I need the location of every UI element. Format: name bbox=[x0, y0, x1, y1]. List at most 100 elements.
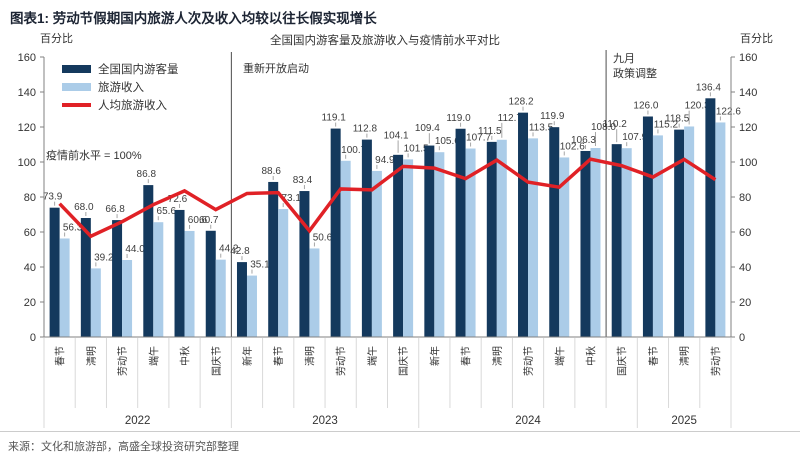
value-label-visitors: 126.0 bbox=[633, 101, 658, 112]
bar-visitors bbox=[236, 262, 247, 337]
legend-label-income: 旅游收入 bbox=[98, 82, 144, 94]
y-tick-label-right: 100 bbox=[739, 157, 757, 169]
value-label-income: 113.5 bbox=[529, 122, 554, 133]
year-label: 2024 bbox=[515, 415, 541, 427]
x-category-label: 春节 bbox=[648, 346, 660, 366]
value-label-income: 100.7 bbox=[341, 145, 366, 156]
value-label-visitors: 68.0 bbox=[74, 202, 94, 213]
x-category-label: 清明 bbox=[678, 346, 691, 366]
y-tick-label-left: 160 bbox=[18, 52, 36, 64]
bar-visitors bbox=[268, 181, 279, 337]
bar-income bbox=[215, 259, 226, 337]
x-category-label: 清明 bbox=[303, 346, 316, 366]
september-policy-note-line2: 政策调整 bbox=[613, 67, 657, 80]
chart-title: 图表1: 劳动节假期国内旅游人次及收入均较以往长假实现增长 bbox=[10, 11, 377, 26]
y-tick-label-left: 40 bbox=[24, 262, 36, 274]
value-label-income: 101.5 bbox=[404, 143, 429, 154]
bar-visitors bbox=[486, 141, 497, 337]
value-label-visitors: 66.8 bbox=[105, 204, 125, 215]
y-tick-label-left: 60 bbox=[24, 227, 36, 239]
y-tick-label-right: 0 bbox=[739, 332, 745, 344]
legend-label-per-capita: 人均旅游收入 bbox=[98, 100, 167, 112]
bar-visitors bbox=[361, 139, 372, 337]
bar-visitors bbox=[518, 112, 529, 338]
x-category-label: 端午 bbox=[366, 346, 379, 366]
x-category-label: 国庆节 bbox=[616, 346, 629, 376]
bar-visitors bbox=[580, 150, 591, 337]
bar-income bbox=[621, 148, 632, 337]
value-label-visitors: 128.2 bbox=[509, 97, 534, 108]
value-label-visitors: 119.1 bbox=[322, 113, 347, 124]
bar-income bbox=[465, 148, 476, 337]
legend-item-per-capita: 人均旅游收入 bbox=[62, 98, 179, 112]
bar-visitors bbox=[80, 218, 91, 337]
y-tick-label-left: 80 bbox=[24, 192, 36, 204]
value-label-visitors: 104.1 bbox=[384, 130, 409, 141]
bar-visitors bbox=[174, 209, 185, 337]
value-label-visitors: 118.5 bbox=[665, 114, 690, 125]
y-tick-label-left: 140 bbox=[18, 87, 36, 99]
y-tick-label-left: 100 bbox=[18, 157, 36, 169]
y-tick-label-left: 120 bbox=[18, 122, 36, 134]
value-label-visitors: 60.7 bbox=[199, 215, 219, 226]
value-label-visitors: 73.9 bbox=[43, 192, 63, 203]
bar-visitors bbox=[205, 230, 216, 337]
bar-income bbox=[684, 126, 695, 337]
chart-subtitle: 全国国内游客量及旅游收入与疫情前水平对比 bbox=[270, 35, 500, 47]
x-category-label: 劳动节 bbox=[116, 346, 129, 376]
x-category-label: 清明 bbox=[85, 346, 98, 366]
y-tick-label-right: 60 bbox=[739, 227, 751, 239]
bar-visitors bbox=[143, 185, 154, 337]
value-label-income: 105.6 bbox=[435, 136, 460, 147]
footer-divider bbox=[0, 431, 800, 432]
y-axis-unit-left: 百分比 bbox=[40, 33, 73, 45]
bar-visitors bbox=[49, 207, 60, 337]
value-label-visitors: 119.0 bbox=[446, 113, 471, 124]
value-label-income: 122.6 bbox=[716, 106, 741, 117]
year-label: 2022 bbox=[125, 415, 151, 427]
bar-visitors bbox=[112, 220, 123, 337]
y-tick-label-right: 140 bbox=[739, 87, 757, 99]
bar-visitors bbox=[705, 98, 716, 337]
value-label-income: 44.0 bbox=[125, 244, 145, 255]
bar-income bbox=[434, 152, 445, 337]
x-category-label: 劳动节 bbox=[335, 346, 348, 376]
bar-income bbox=[278, 209, 289, 337]
bar-income bbox=[590, 148, 601, 337]
legend-label-visitors: 全国国内游客量 bbox=[98, 64, 179, 76]
legend-item-income: 旅游收入 bbox=[62, 80, 179, 94]
legend-swatch-visitors bbox=[62, 65, 91, 73]
legend-item-visitors: 全国国内游客量 bbox=[62, 62, 179, 76]
value-label-income: 65.6 bbox=[157, 206, 177, 217]
value-label-income: 107.9 bbox=[622, 132, 647, 143]
year-label: 2023 bbox=[312, 415, 338, 427]
value-label-income: 60.6 bbox=[188, 215, 208, 226]
reopening-note: 重新开放启动 bbox=[243, 63, 309, 75]
value-label-income: 102.6 bbox=[560, 141, 585, 152]
value-label-visitors: 88.6 bbox=[261, 166, 281, 177]
x-category-label: 端午 bbox=[553, 346, 566, 366]
x-category-label: 春节 bbox=[55, 346, 67, 366]
value-label-income: 39.2 bbox=[94, 252, 114, 263]
value-label-income: 56.3 bbox=[63, 222, 83, 233]
x-category-label: 春节 bbox=[273, 346, 285, 366]
bar-income bbox=[528, 138, 539, 337]
per-capita-trend-line bbox=[58, 157, 717, 239]
value-label-income: 108.0 bbox=[591, 122, 616, 133]
value-label-income: 120.3 bbox=[685, 101, 710, 112]
value-label-visitors: 136.4 bbox=[696, 82, 721, 93]
bar-income bbox=[496, 139, 507, 337]
bar-income bbox=[715, 122, 726, 337]
y-axis-unit-right: 百分比 bbox=[740, 33, 773, 45]
value-label-visitors: 112.8 bbox=[353, 124, 378, 135]
legend: 全国国内游客量 旅游收入 人均旅游收入 bbox=[62, 62, 179, 116]
x-category-label: 清明 bbox=[491, 346, 504, 366]
bar-visitors bbox=[455, 128, 466, 337]
x-category-label: 国庆节 bbox=[397, 346, 410, 376]
legend-swatch-per-capita bbox=[62, 103, 91, 107]
value-label-visitors: 72.6 bbox=[168, 194, 188, 205]
value-label-income: 50.6 bbox=[313, 232, 333, 243]
bar-visitors bbox=[393, 154, 404, 337]
september-policy-note: 九月 政策调整 bbox=[613, 52, 657, 81]
